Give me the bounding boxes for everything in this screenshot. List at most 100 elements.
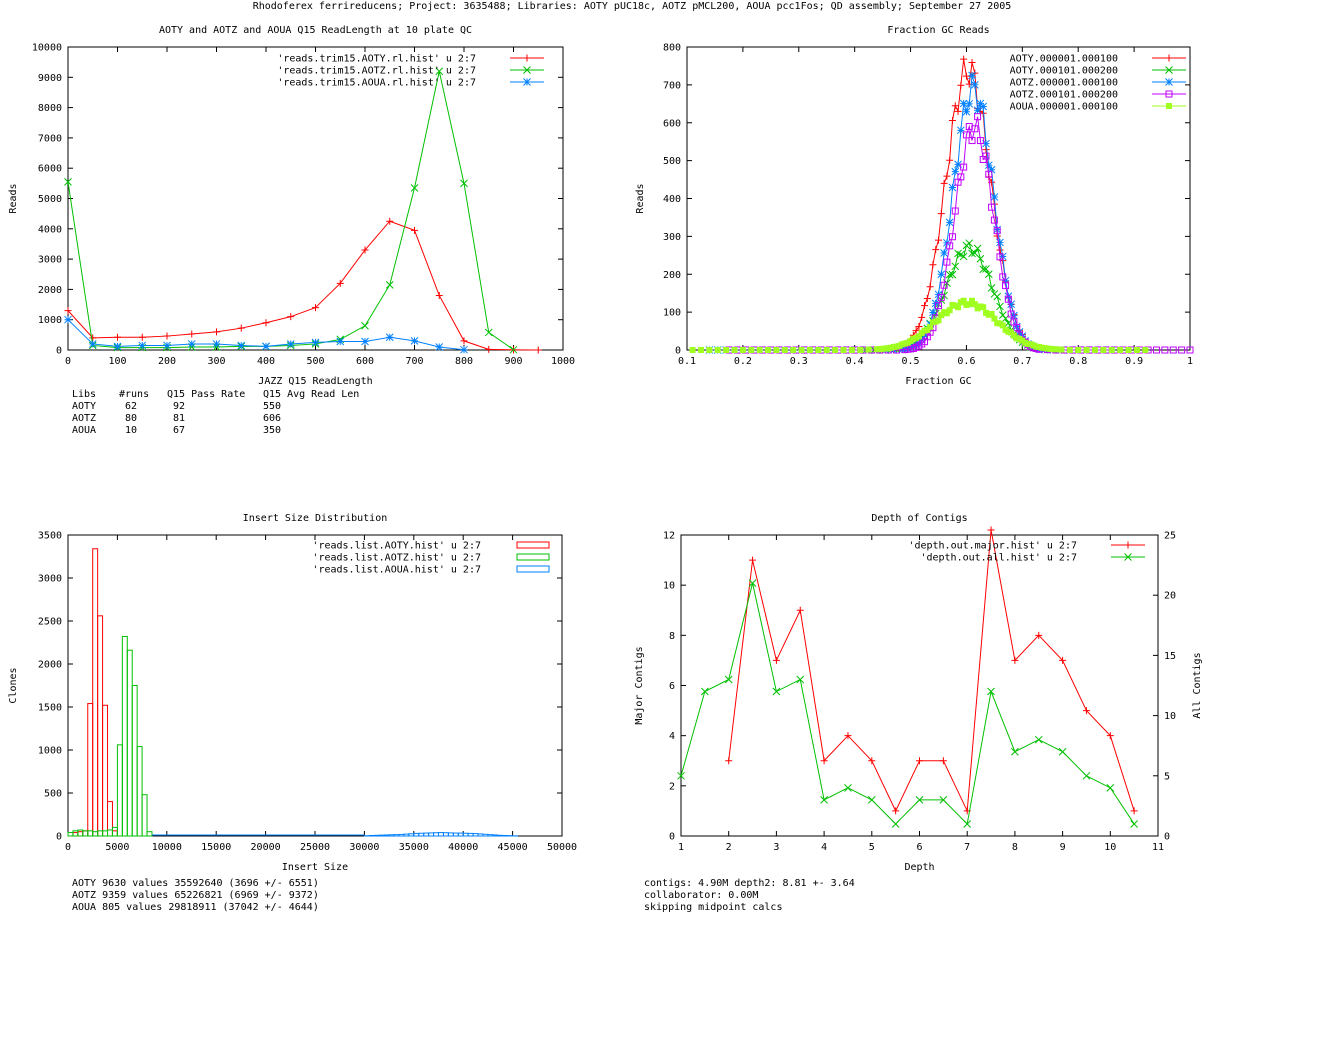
gc-data-point (971, 125, 979, 133)
insert-bar (383, 834, 390, 837)
depth-data-point (1058, 747, 1067, 756)
gc-data-point (999, 273, 1007, 281)
readlength-data-point (336, 279, 344, 287)
insert-bar (472, 833, 479, 837)
gc-xtick-label: 0.2 (734, 356, 752, 367)
gc-data-point (954, 160, 962, 169)
gc-xtick-label: 0.3 (790, 356, 808, 367)
stats-header-cell: Q15 Avg Read Len (263, 389, 359, 400)
readlength-data-point (262, 342, 270, 351)
depth-legend-label: 'depth.out.all.hist' u 2:7 (920, 553, 1077, 564)
gc-data-point (929, 308, 937, 317)
depth-ytick-label: 6 (669, 681, 675, 692)
gc-data-point (731, 347, 738, 353)
gc-data-point (993, 292, 1002, 301)
gc-data-point (790, 347, 797, 353)
insert-notes-line: AOUA 805 values 29818911 (37042 +/- 4644… (72, 902, 319, 913)
gc-data-point (979, 102, 988, 111)
readlength-data-point (64, 315, 72, 324)
gc-data-point (706, 347, 713, 353)
stats-cell: 550 (263, 401, 281, 412)
gc-data-point (921, 302, 929, 310)
gc-data-point (935, 317, 942, 324)
depth-data-point (772, 687, 781, 696)
gc-data-point (940, 281, 948, 289)
gc-data-point (940, 249, 948, 257)
gc-data-point (756, 347, 763, 353)
readlength-legend-marker (523, 54, 531, 62)
readlength-legend-marker (523, 78, 531, 86)
gc-data-point (984, 270, 993, 279)
readlength-ytick-label: 0 (56, 346, 62, 357)
gc-data-point (951, 167, 960, 176)
readlength-legend-label: 'reads.trim15.AOUA.rl.hist' u 2:7 (277, 78, 476, 89)
readlength-data-point (163, 332, 171, 340)
depth-data-point (772, 656, 780, 664)
insert-ytick-label: 2500 (38, 617, 62, 628)
insert-bar (487, 834, 494, 837)
gc-data-point (982, 152, 990, 160)
gc-data-point (924, 326, 931, 333)
stats-cell: 350 (263, 425, 281, 436)
stats-cell: 62 (125, 401, 137, 412)
readlength-data-point (89, 334, 97, 342)
insert-ytick-label: 3000 (38, 574, 62, 585)
depth-y2tick-label: 15 (1164, 651, 1176, 662)
readlength-legend-label: 'reads.trim15.AOTY.rl.hist' u 2:7 (277, 54, 476, 65)
depth-xtick-label: 11 (1152, 842, 1164, 853)
readlength-data-point (64, 177, 72, 186)
readlength-data-point (64, 307, 72, 315)
gc-data-point (991, 315, 998, 322)
readlength-xtick-label: 0 (65, 356, 71, 367)
gc-data-point (946, 156, 954, 164)
depth-ytick-label: 10 (663, 581, 675, 592)
insert-bar (67, 832, 74, 837)
gc-data-point (697, 347, 704, 353)
gc-legend-marker (1165, 66, 1173, 74)
depth-data-point (1106, 783, 1115, 792)
gc-legend-marker (1165, 90, 1173, 98)
insert-bar (418, 832, 425, 837)
gc-legend-label: AOTZ.000101.000200 (1010, 90, 1118, 101)
readlength-data-point (138, 341, 147, 350)
readlength-data-point (385, 281, 394, 289)
gc-data-point (954, 249, 962, 258)
gc-series-line (865, 242, 1062, 351)
readlength-data-point (163, 341, 171, 350)
gc-ytick-label: 400 (663, 194, 681, 205)
insert-notes: AOTY 9630 values 35592640 (3696 +/- 6551… (72, 878, 319, 913)
gc-data-point (940, 179, 948, 187)
depth-notes-line: skipping midpoint calcs (644, 902, 782, 913)
depth-ytick-label: 12 (663, 531, 675, 542)
readlength-data-point (411, 226, 418, 234)
gc-data-point (987, 165, 996, 174)
depth-ytick-label: 8 (669, 631, 675, 642)
gc-data-point (996, 238, 1004, 247)
depth-data-point (1082, 707, 1090, 715)
insert-bar (111, 830, 118, 837)
insert-bar (452, 832, 459, 837)
gc-data-point (1152, 346, 1160, 354)
gc-xlabel: Fraction GC (905, 376, 971, 387)
readlength-data-point (460, 337, 468, 345)
gc-data-point (960, 163, 968, 171)
insert-bar (482, 833, 489, 837)
gc-chart: 0.1 0.2 0.3 0.4 0.5 0.6 0.7 0.8 0.9 1 0 100 200 300 40… (635, 25, 1194, 387)
insert-bar (398, 833, 405, 837)
gc-data-point (923, 294, 931, 302)
depth-plot-border (680, 534, 1159, 837)
gc-data-point (781, 347, 788, 353)
gc-data-point (912, 327, 920, 335)
readlength-xtick-label: 300 (207, 356, 225, 367)
readlength-xtick-label: 400 (257, 356, 275, 367)
readlength-data-point (286, 340, 295, 348)
depth-notes-line: collaborator: 0.00M (644, 890, 758, 901)
depth-data-point (1035, 631, 1043, 639)
depth-data-point (916, 757, 923, 765)
gc-data-point (968, 71, 976, 80)
readlength-xtick-label: 100 (108, 356, 126, 367)
gc-data-point (1108, 347, 1115, 353)
gc-data-point (957, 173, 965, 181)
stats-cell: AOUA (72, 425, 96, 436)
depth-title: Depth of Contigs (871, 513, 967, 524)
